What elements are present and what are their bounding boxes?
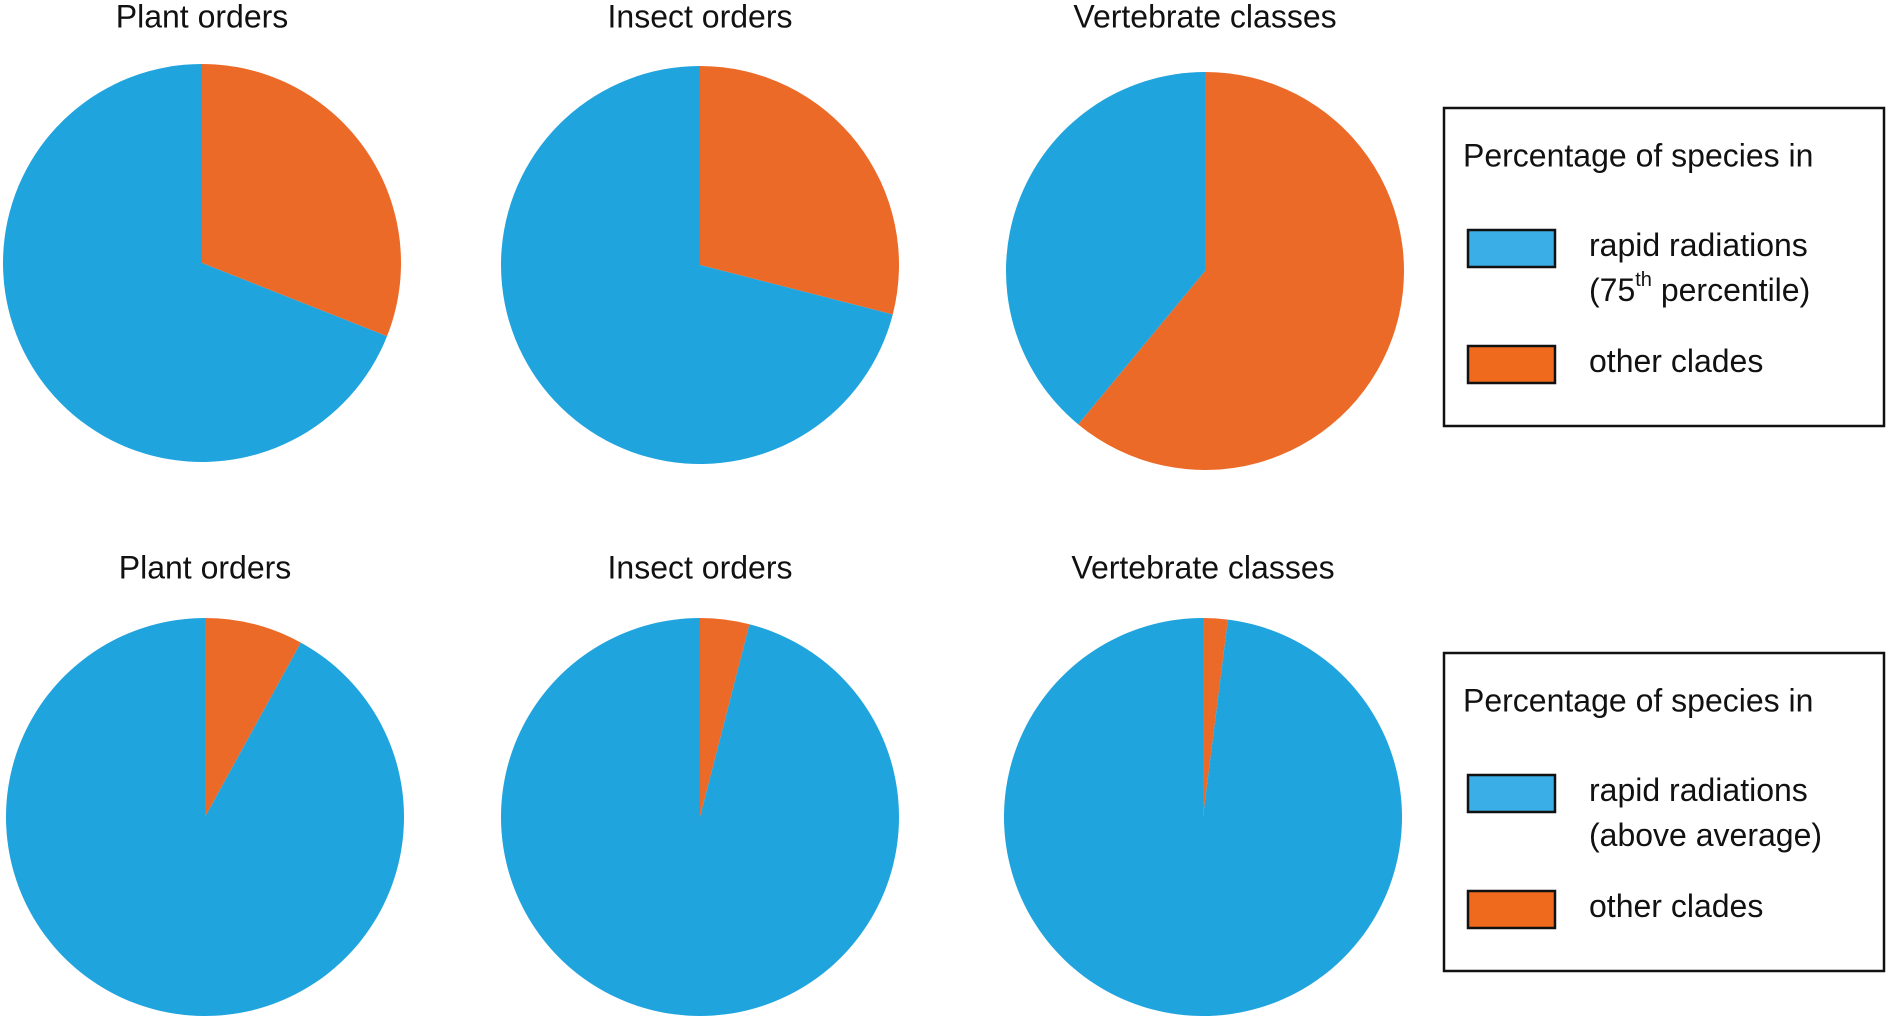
pie-title: Insect orders bbox=[608, 0, 793, 34]
legend-swatch bbox=[1466, 773, 1557, 814]
pie-title: Plant orders bbox=[119, 549, 292, 585]
legend-title: Percentage of species in bbox=[1463, 137, 1813, 173]
legend-text: rapid radiations bbox=[1589, 772, 1808, 808]
legend-swatch bbox=[1466, 344, 1557, 385]
legend-box bbox=[1442, 106, 1886, 428]
pie-title: Vertebrate classes bbox=[1071, 549, 1334, 585]
legend-label: rapid radiations bbox=[1589, 227, 1808, 263]
pie-slice bbox=[500, 618, 899, 1017]
legend-swatch bbox=[1466, 889, 1557, 930]
pie-slice bbox=[202, 64, 402, 337]
pie-title: Plant orders bbox=[116, 0, 289, 34]
legend-label: rapid radiations bbox=[1589, 772, 1808, 808]
legend-label: other clades bbox=[1589, 343, 1763, 379]
pie-slice bbox=[700, 66, 899, 315]
pie-slice bbox=[1003, 618, 1402, 1017]
legend-box bbox=[1442, 651, 1886, 973]
legend-text: (above average) bbox=[1589, 817, 1822, 853]
pie-slice bbox=[1203, 618, 1228, 817]
pie-slice bbox=[2, 64, 388, 462]
legend-text: other clades bbox=[1589, 888, 1763, 924]
legend-text: other clades bbox=[1589, 343, 1763, 379]
legend-label: (above average) bbox=[1589, 817, 1822, 853]
pie-slice bbox=[1005, 72, 1205, 425]
legend-title: Percentage of species in bbox=[1463, 682, 1813, 718]
legend-text: percentile) bbox=[1652, 272, 1810, 308]
pie-slice bbox=[501, 66, 893, 464]
pie-title: Insect orders bbox=[608, 549, 793, 585]
legend-swatch bbox=[1466, 228, 1557, 269]
legend-label: other clades bbox=[1589, 888, 1763, 924]
legend-text: (75 bbox=[1589, 272, 1635, 308]
pie-slice bbox=[700, 618, 750, 817]
pie-slice bbox=[1078, 72, 1404, 470]
legend-text: rapid radiations bbox=[1589, 227, 1808, 263]
legend-sup: th bbox=[1635, 269, 1652, 291]
pie-slice bbox=[205, 618, 301, 817]
legend-label: (75th percentile) bbox=[1589, 269, 1810, 308]
pie-slice bbox=[5, 618, 404, 1016]
pie-title: Vertebrate classes bbox=[1073, 0, 1336, 34]
